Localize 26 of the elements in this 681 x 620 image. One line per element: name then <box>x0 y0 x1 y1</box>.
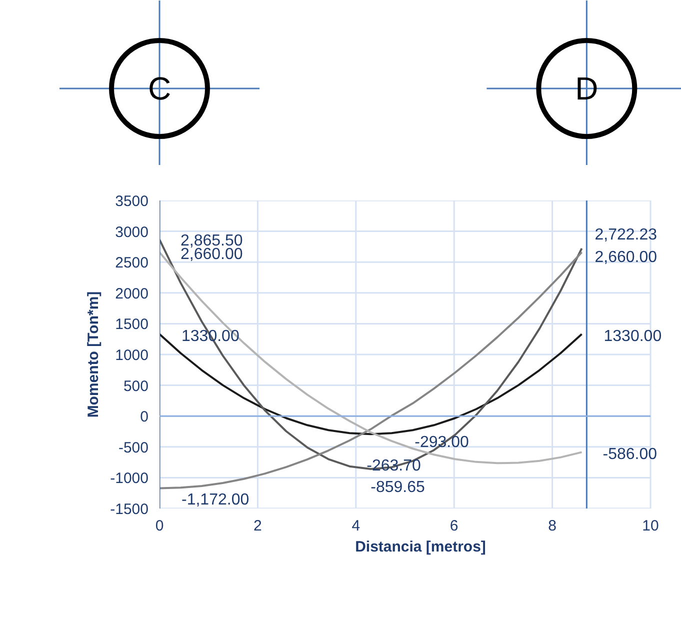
y-tick-label: 1000 <box>115 347 149 364</box>
x-axis-title: Distancia [metros] <box>355 538 486 556</box>
y-tick-label: -500 <box>118 439 149 456</box>
annotation: 1330.00 <box>604 328 662 346</box>
y-tick-label: -1000 <box>110 470 149 488</box>
y-tick-label: 500 <box>123 378 149 395</box>
x-tick-label: 0 <box>155 518 164 534</box>
y-tick-label: 1500 <box>115 316 149 334</box>
annotation: 2,660.00 <box>594 249 658 266</box>
x-tick-label: 4 <box>352 518 360 534</box>
y-tick-label: 2500 <box>115 254 149 272</box>
annotation: 2,722.23 <box>594 226 658 244</box>
annotation: -859.65 <box>370 479 425 496</box>
y-axis-title: Momento [Ton*m] <box>85 291 102 418</box>
x-tick-label: 8 <box>548 518 556 534</box>
annotation: -586.00 <box>602 446 658 464</box>
y-tick-label: -1500 <box>110 501 149 518</box>
x-tick-label: 6 <box>450 518 458 534</box>
x-tick-label: 2 <box>254 518 262 534</box>
y-tick-label: 3000 <box>115 224 149 241</box>
annotation: -1,172.00 <box>182 491 250 508</box>
y-tick-label: 3500 <box>115 193 149 210</box>
y-tick-label: 2000 <box>115 285 149 302</box>
x-tick-label: 10 <box>642 518 659 534</box>
y-tick-label: 0 <box>140 408 148 426</box>
annotation: 2,660.00 <box>180 246 243 264</box>
